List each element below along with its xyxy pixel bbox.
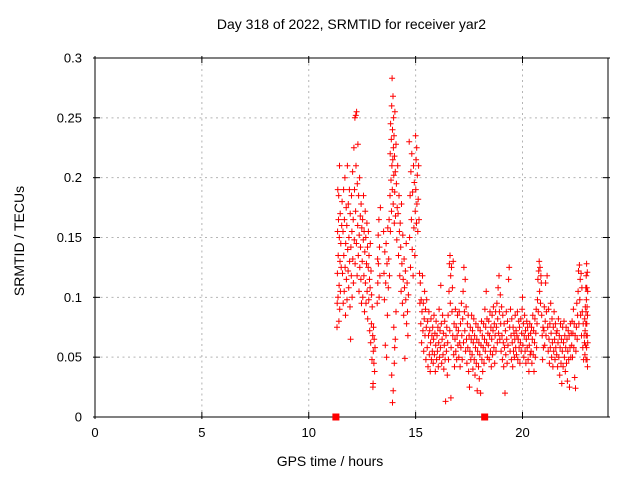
y-tick-label: 0.3 xyxy=(64,51,82,66)
y-tick-label: 0.15 xyxy=(57,230,82,245)
y-tick-label: 0 xyxy=(75,410,82,425)
axis-event-marker xyxy=(332,413,340,421)
y-tick-label: 0.1 xyxy=(64,290,82,305)
y-tick-label: 0.05 xyxy=(57,350,82,365)
x-tick-label: 5 xyxy=(198,425,205,440)
plot-border xyxy=(94,57,609,418)
x-tick-label: 20 xyxy=(515,425,529,440)
scatter-points xyxy=(334,75,591,406)
chart-title: Day 318 of 2022, SRMTID for receiver yar… xyxy=(216,16,487,32)
x-tick-label: 0 xyxy=(91,425,98,440)
y-tick-label: 0.2 xyxy=(64,170,82,185)
x-axis-label: GPS time / hours xyxy=(276,453,384,469)
y-tick-label: 0.25 xyxy=(57,110,82,125)
x-tick-label: 10 xyxy=(302,425,316,440)
axis-event-marker xyxy=(481,413,489,421)
x-tick-label: 15 xyxy=(408,425,422,440)
